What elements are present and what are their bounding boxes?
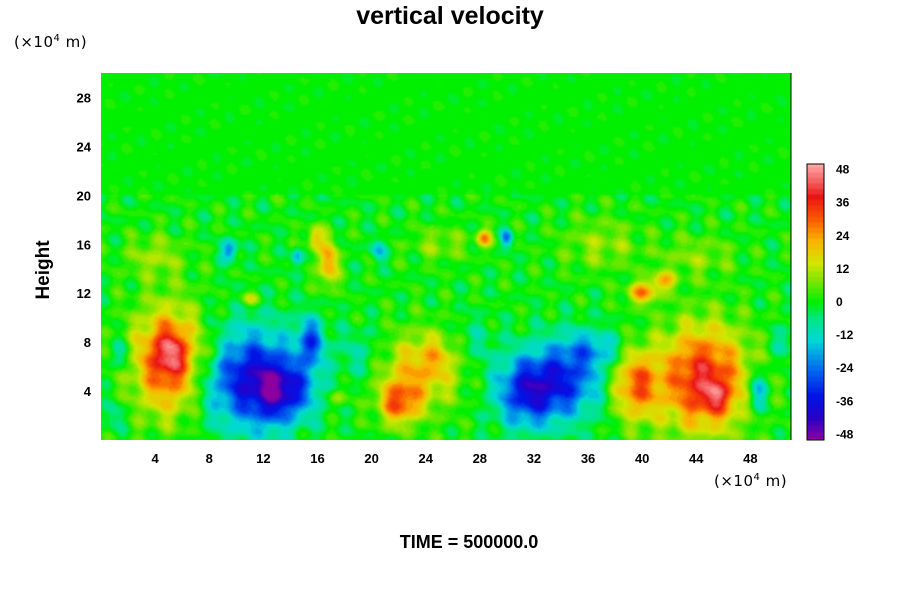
y-unit-suffix: m) — [60, 33, 88, 51]
x-unit-prefix: (×10 — [714, 472, 754, 490]
colorbar-tick-label: 12 — [836, 262, 850, 276]
y-tick-label: 24 — [77, 139, 92, 154]
y-tick-labels: 4 8 12 16 20 24 28 — [77, 90, 92, 399]
y-axis-unit: (×104 m) — [14, 33, 87, 51]
x-tick-label: 24 — [418, 451, 433, 466]
x-tick-label: 44 — [689, 451, 704, 466]
colorbar-border — [806, 163, 825, 441]
colorbar-tick-label: -12 — [836, 328, 854, 342]
time-label: TIME = 500000.0 — [399, 532, 539, 552]
x-tick-label: 28 — [473, 451, 487, 466]
x-tick-label: 36 — [581, 451, 595, 466]
colorbar-tick-label: -36 — [836, 394, 854, 408]
y-unit-exponent: 4 — [53, 33, 61, 44]
y-tick-label: 12 — [77, 286, 91, 301]
colorbar-tick-label: 36 — [836, 196, 850, 210]
x-unit-suffix: m) — [760, 472, 788, 490]
y-unit-prefix: (×10 — [14, 33, 54, 51]
colorbar-tick-labels: 48 36 24 12 0 -12 -24 -36 -48 — [836, 163, 854, 442]
colorbar-tick-label: -48 — [836, 427, 854, 441]
x-tick-label: 40 — [635, 451, 649, 466]
colorbar-tick-label: -24 — [836, 361, 854, 375]
colorbar-tick-label: 24 — [836, 229, 850, 243]
x-tick-label: 20 — [364, 451, 378, 466]
colorbar-tick-label: 48 — [836, 163, 850, 177]
x-tick-label: 4 — [152, 451, 160, 466]
y-tick-label: 4 — [84, 384, 92, 399]
y-tick-label: 16 — [77, 237, 91, 252]
x-tick-label: 12 — [256, 451, 270, 466]
chart-title: vertical velocity — [356, 2, 544, 30]
colorbar — [807, 164, 824, 440]
x-unit-exponent: 4 — [753, 472, 761, 483]
x-tick-labels: 4 8 12 16 20 24 28 32 36 40 44 48 — [152, 451, 758, 466]
x-tick-label: 16 — [310, 451, 324, 466]
velocity-field — [101, 73, 791, 440]
x-tick-label: 48 — [743, 451, 757, 466]
x-tick-label: 8 — [206, 451, 213, 466]
y-tick-label: 20 — [77, 188, 91, 203]
y-tick-label: 8 — [84, 335, 91, 350]
y-tick-label: 28 — [77, 90, 91, 105]
x-axis-unit: (×104 m) — [714, 472, 787, 490]
x-tick-label: 32 — [527, 451, 541, 466]
colorbar-tick-label: 0 — [836, 295, 843, 309]
